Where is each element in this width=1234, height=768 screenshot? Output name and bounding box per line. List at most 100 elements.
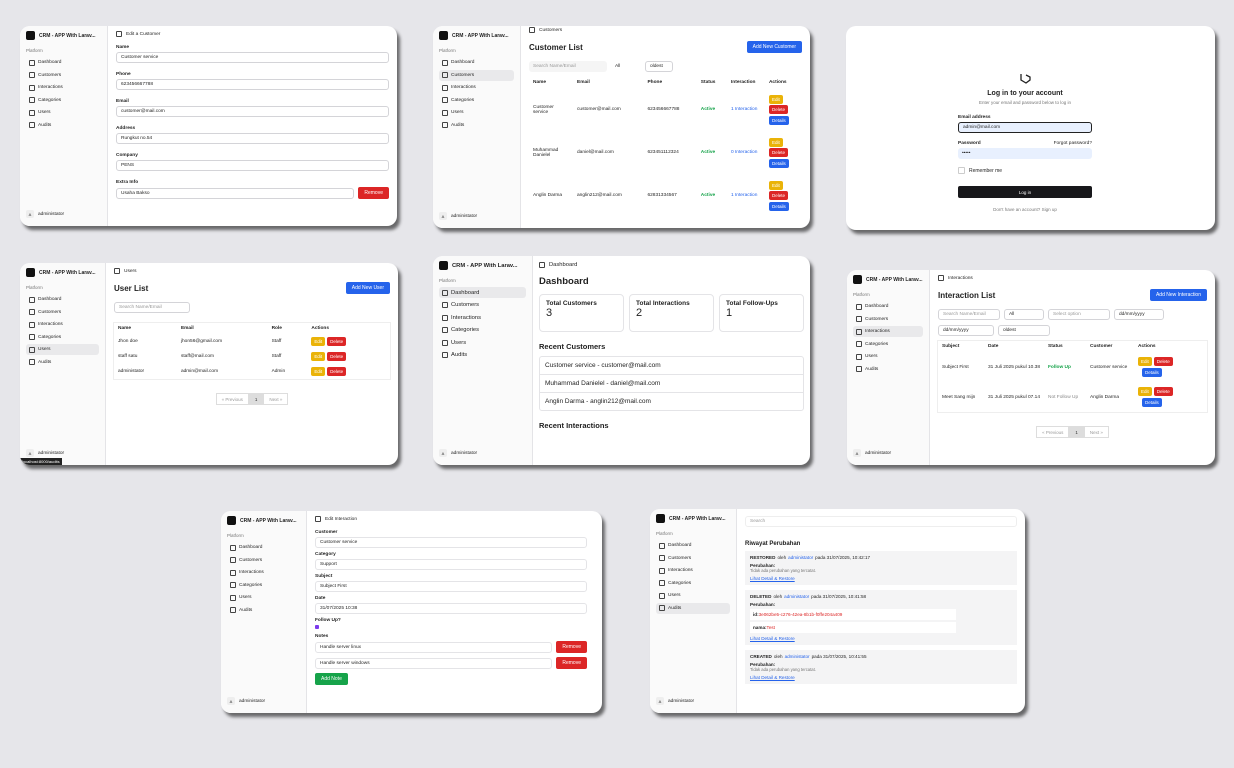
action-button[interactable]: Details: [1142, 398, 1162, 407]
nav-item[interactable]: Categories: [656, 578, 730, 589]
page-button[interactable]: « Previous: [215, 393, 249, 405]
nav-item[interactable]: Users: [227, 592, 300, 603]
action-button[interactable]: Delete: [327, 352, 347, 361]
action-button[interactable]: Details: [1142, 368, 1162, 377]
nav-item[interactable]: Categories: [439, 325, 526, 336]
action-button[interactable]: Delete: [327, 337, 347, 346]
nav-item[interactable]: Dashboard: [439, 287, 526, 298]
nav-item[interactable]: Dashboard: [853, 301, 923, 312]
nav-item[interactable]: Audits: [227, 605, 300, 616]
interaction-link[interactable]: 1 Interaction: [730, 107, 758, 112]
sidebar-toggle[interactable]: [315, 516, 321, 522]
action-button[interactable]: Delete: [327, 367, 347, 376]
nav-item[interactable]: Interactions: [26, 319, 99, 330]
search-input[interactable]: Search Name/Email: [529, 61, 607, 72]
action-button[interactable]: Details: [768, 158, 789, 168]
action-button[interactable]: Details: [768, 115, 789, 125]
nav-item[interactable]: Categories: [26, 332, 99, 343]
nav-item[interactable]: Audits: [656, 602, 730, 614]
page-button[interactable]: « Previous: [1036, 426, 1070, 438]
remove-button[interactable]: Remove: [556, 641, 587, 653]
date-input[interactable]: dd/mm/yyyy: [938, 325, 994, 336]
follow-checkbox[interactable]: [315, 625, 319, 629]
nav-item[interactable]: Dashboard: [439, 57, 514, 68]
nav-item[interactable]: Dashboard: [26, 294, 99, 305]
nav-item[interactable]: Customers: [26, 307, 99, 318]
nav-item[interactable]: Dashboard: [656, 540, 730, 551]
sidebar-toggle[interactable]: [114, 268, 120, 274]
nav-item[interactable]: Audits: [853, 364, 923, 375]
sidebar-toggle[interactable]: [116, 31, 122, 37]
nav-item[interactable]: Interactions: [439, 312, 526, 323]
nav-item[interactable]: Users: [26, 107, 101, 118]
nav-item[interactable]: Dashboard: [26, 57, 101, 68]
action-button[interactable]: Edit: [311, 337, 326, 346]
remove-button[interactable]: Remove: [556, 657, 587, 669]
date-input[interactable]: dd/mm/yyyy: [1114, 309, 1164, 320]
input[interactable]: Rungkut no.54: [116, 133, 389, 144]
nav-item[interactable]: Interactions: [439, 82, 514, 93]
input[interactable]: Support: [315, 559, 587, 570]
input[interactable]: Subject First: [315, 581, 587, 592]
login-button[interactable]: Log in: [958, 186, 1092, 198]
add-button[interactable]: Add New User: [345, 282, 390, 294]
action-button[interactable]: Edit: [311, 352, 326, 361]
action-button[interactable]: Edit: [311, 367, 326, 376]
action-button[interactable]: Edit: [768, 137, 783, 147]
nav-item[interactable]: Audits: [439, 350, 526, 361]
sidebar-toggle[interactable]: [539, 262, 545, 268]
input[interactable]: 31/07/2025 10:38: [315, 603, 587, 614]
action-button[interactable]: Details: [768, 201, 789, 211]
page-button[interactable]: 1: [248, 393, 264, 405]
input[interactable]: 623456667788: [116, 79, 389, 90]
action-button[interactable]: Edit: [768, 180, 783, 190]
category-select[interactable]: Select option: [1048, 309, 1110, 320]
input[interactable]: Customer service: [116, 52, 389, 63]
input[interactable]: PENS: [116, 160, 389, 171]
input[interactable]: Customer service: [315, 537, 587, 548]
nav-item[interactable]: Audits: [26, 357, 99, 368]
nav-item[interactable]: Customers: [26, 70, 101, 81]
nav-item[interactable]: Users: [26, 344, 99, 356]
sort-select[interactable]: oldest: [645, 61, 673, 72]
search-input[interactable]: Search Name/Email: [114, 302, 190, 313]
nav-item[interactable]: Categories: [853, 339, 923, 350]
nav-item[interactable]: Categories: [26, 95, 101, 106]
email-input[interactable]: admin@mail.com: [958, 122, 1092, 133]
remove-button[interactable]: Remove: [358, 187, 389, 199]
action-button[interactable]: Delete: [768, 191, 788, 200]
input[interactable]: Usaha Bakso: [116, 187, 355, 199]
action-button[interactable]: Delete: [768, 148, 788, 157]
sidebar-toggle[interactable]: [938, 275, 944, 281]
sort-select[interactable]: oldest: [998, 325, 1050, 336]
nav-item[interactable]: Users: [853, 351, 923, 362]
nav-item[interactable]: Customers: [227, 555, 300, 566]
nav-item[interactable]: Audits: [439, 120, 514, 131]
page-button[interactable]: Next »: [263, 393, 289, 405]
detail-link[interactable]: Lihat Detail & Restore: [750, 675, 795, 680]
action-button[interactable]: Delete: [768, 105, 788, 114]
checkbox[interactable]: [958, 167, 965, 174]
audit-user[interactable]: administator: [784, 654, 810, 659]
action-button[interactable]: Delete: [1153, 357, 1173, 366]
nav-item[interactable]: Interactions: [26, 82, 101, 93]
nav-item[interactable]: Users: [439, 107, 514, 118]
search-input[interactable]: Search: [745, 516, 1017, 527]
interaction-link[interactable]: 0 Interaction: [730, 150, 758, 155]
nav-item[interactable]: Audits: [26, 120, 101, 131]
sidebar-toggle[interactable]: [529, 27, 535, 33]
nav-item[interactable]: Dashboard: [227, 542, 300, 553]
detail-link[interactable]: Lihat Detail & Restore: [750, 576, 795, 581]
input[interactable]: customer@mail.com: [116, 106, 389, 117]
interaction-link[interactable]: 1 Interaction: [730, 193, 758, 198]
nav-item[interactable]: Users: [439, 337, 526, 348]
nav-item[interactable]: Customers: [853, 314, 923, 325]
action-button[interactable]: Edit: [768, 94, 783, 104]
nav-item[interactable]: Categories: [439, 95, 514, 106]
